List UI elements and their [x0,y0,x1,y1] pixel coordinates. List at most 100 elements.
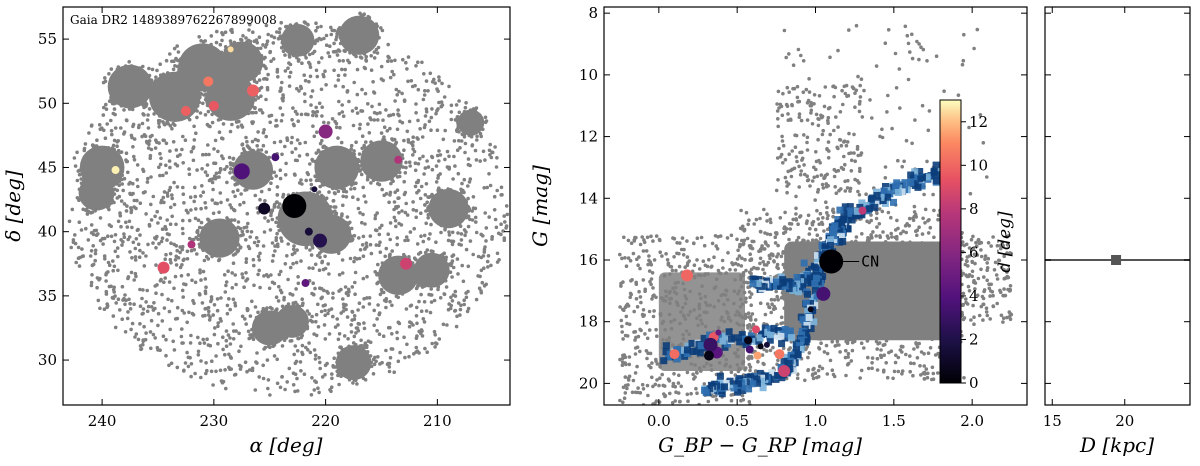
field-star [882,353,886,358]
field-star [989,244,993,248]
cluster-edge-star [90,210,95,214]
field-star [435,153,440,158]
field-star [793,133,797,137]
field-star [214,369,218,374]
field-star [499,232,503,237]
field-star [263,76,268,81]
field-star [134,206,138,211]
field-star [128,180,132,185]
field-star [427,119,432,124]
field-star [138,233,142,237]
field-star [210,120,215,125]
field-star [167,309,172,314]
field-star [299,112,304,117]
field-star [409,79,414,83]
field-star [263,216,267,220]
field-star [254,360,258,364]
field-star [225,311,230,316]
cluster-edge-star [475,134,479,139]
field-star [278,106,283,110]
field-star [824,182,829,186]
field-star [922,370,927,375]
cluster-edge-star [359,56,364,60]
field-star [293,147,298,151]
field-star [647,309,652,314]
field-star [150,133,154,138]
cluster-edge-star [321,144,326,149]
field-star [189,248,194,253]
field-star [643,289,647,294]
field-star [359,338,363,343]
field-star [901,345,905,349]
field-star [866,355,870,360]
field-star [221,347,225,352]
field-star [397,221,401,226]
field-star [921,216,925,221]
cluster-edge-star [379,26,383,30]
cluster-edge-star [127,107,132,111]
field-star [376,303,380,307]
field-star [205,173,210,178]
field-star [870,361,874,365]
field-star [188,341,193,345]
cluster-edge-star [154,89,159,93]
field-star [170,193,174,197]
y-tick-label: 40 [38,223,57,241]
cluster-edge-star [252,77,256,82]
cluster-edge-star [195,83,199,88]
field-star [785,184,789,188]
field-star [805,148,810,152]
field-star [128,307,133,311]
field-star [459,243,464,247]
field-star [275,185,280,189]
cluster-edge-star [258,46,263,51]
field-star [313,379,317,383]
field-star [833,85,838,90]
field-star [786,112,790,116]
field-star [211,211,216,216]
field-star [747,244,752,248]
field-star [201,314,205,318]
field-star [425,350,430,355]
field-star [633,338,637,342]
field-star [423,123,427,127]
field-star [137,255,142,259]
cluster-edge-star [103,76,107,80]
field-star [459,238,464,242]
field-star [120,243,124,247]
field-star [474,297,479,302]
field-star [186,355,191,360]
field-star [326,51,331,55]
cluster-edge-star [83,208,88,212]
field-star [384,348,388,353]
field-star [314,68,319,73]
field-star [840,88,844,93]
field-star [115,140,119,144]
cluster-edge-star [484,119,489,123]
field-star [844,348,848,353]
field-star [991,293,995,298]
cluster-edge-star [359,343,364,348]
field-star [758,261,762,266]
field-star [807,90,812,94]
field-star [936,217,940,222]
field-star [770,302,774,307]
field-star [441,322,446,327]
cluster-edge-star [151,81,156,85]
field-star [917,57,921,62]
field-star [407,324,412,329]
field-star [772,298,777,302]
field-star [291,383,296,387]
field-star [160,236,165,240]
field-star [464,247,469,252]
field-star [279,269,283,274]
field-star [393,99,397,103]
field-star [263,199,267,203]
field-star [116,219,121,224]
field-star [225,198,230,202]
field-star [236,125,240,129]
field-star [274,124,278,128]
field-star [294,260,299,265]
field-star [315,74,320,79]
